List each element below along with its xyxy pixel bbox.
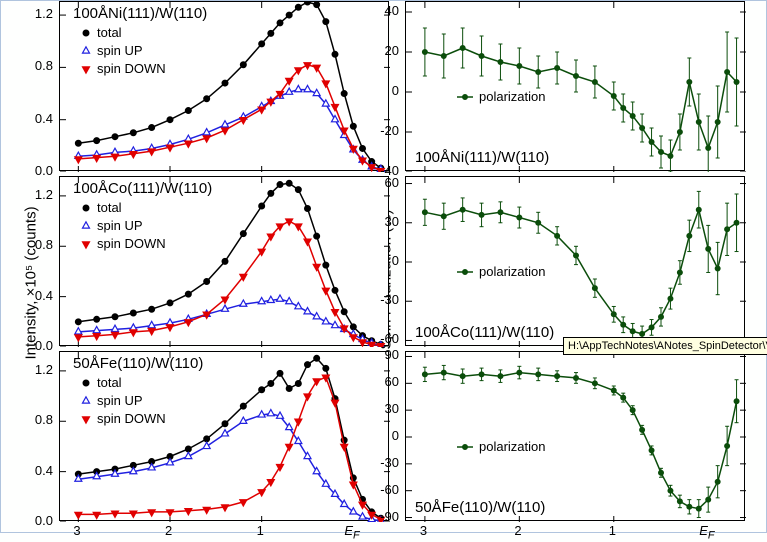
ytick-label: 60 [385,175,399,190]
panel-title-right-1: 100ÅCo(111)/W(110) [415,324,554,341]
ytick-label: -90 [380,509,399,524]
ytick-label: 0.8 [35,412,53,427]
xtick-label: 3 [420,523,427,538]
panel-title-left-0: 100ÅNi(111)/W(110) [73,5,207,22]
ytick-label: 0 [392,253,399,268]
legend-label: spin DOWN [97,61,166,76]
xtick-label: 2 [514,523,521,538]
ytick-label: 20 [385,43,399,58]
ytick-label: -60 [380,482,399,497]
legend-label: spin UP [97,218,143,233]
xtick-label: 1 [609,523,616,538]
legend-label: polarization [479,439,546,454]
legend-item-polarization: polarization [455,439,546,454]
legend-label: spin UP [97,393,143,408]
legend-item-polarization: polarization [455,89,546,104]
polarization-panel-2 [405,351,745,521]
figure-container: Intensity, ×10⁵ (counts) Spin Polarizati… [0,0,767,533]
legend-item-spin_up: spin UP [79,43,143,58]
legend-label: spin DOWN [97,236,166,251]
legend-label: spin DOWN [97,411,166,426]
legend-item-spin_down: spin DOWN [79,236,166,251]
legend-item-spin_down: spin DOWN [79,61,166,76]
polarization-panel-1 [405,176,745,346]
panel-title-left-2: 50ÅFe(110)/W(110) [73,355,203,372]
ytick-label: -60 [380,331,399,346]
legend-item-total: total [79,25,122,40]
ytick-label: 0 [392,83,399,98]
ytick-label: 60 [385,374,399,389]
ytick-label: 0.4 [35,463,53,478]
ytick-label: 0.0 [35,338,53,353]
ef-label: EF [699,523,714,542]
legend-label: total [97,200,122,215]
ytick-label: -20 [380,123,399,138]
ytick-label: 30 [385,401,399,416]
panel-title-left-1: 100ÅCo(111)/W(110) [73,180,212,197]
legend-label: total [97,375,122,390]
legend-item-spin_up: spin UP [79,218,143,233]
ytick-label: 30 [385,214,399,229]
ef-label: EF [344,523,359,542]
ytick-label: 90 [385,347,399,362]
ytick-label: 1.2 [35,6,53,21]
ytick-label: -30 [380,292,399,307]
legend-item-spin_down: spin DOWN [79,411,166,426]
panel-title-right-2: 50ÅFe(110)/W(110) [415,499,545,516]
ytick-label: 0.8 [35,237,53,252]
ytick-label: 0 [392,428,399,443]
legend-item-total: total [79,200,122,215]
xtick-label: 3 [73,523,80,538]
legend-label: spin UP [97,43,143,58]
legend-label: polarization [479,264,546,279]
file-path-tooltip: H:\AppTechNotes\ANotes_SpinDetector\Ve [563,337,767,355]
xtick-label: 2 [165,523,172,538]
legend-item-total: total [79,375,122,390]
ytick-label: 0.8 [35,58,53,73]
xtick-label: 1 [257,523,264,538]
legend-item-spin_up: spin UP [79,393,143,408]
legend-label: polarization [479,89,546,104]
polarization-panel-0 [405,1,745,171]
ytick-label: 40 [385,3,399,18]
ytick-label: 0.4 [35,111,53,126]
panel-title-right-0: 100ÅNi(111)/W(110) [415,149,549,166]
ytick-label: 0.4 [35,288,53,303]
ytick-label: 0.0 [35,513,53,528]
ytick-label: 1.2 [35,187,53,202]
legend-label: total [97,25,122,40]
ytick-label: 0.0 [35,163,53,178]
ytick-label: 1.2 [35,362,53,377]
legend-item-polarization: polarization [455,264,546,279]
y-axis-label-left: Intensity, ×10⁵ (counts) [23,180,40,360]
ytick-label: -30 [380,455,399,470]
